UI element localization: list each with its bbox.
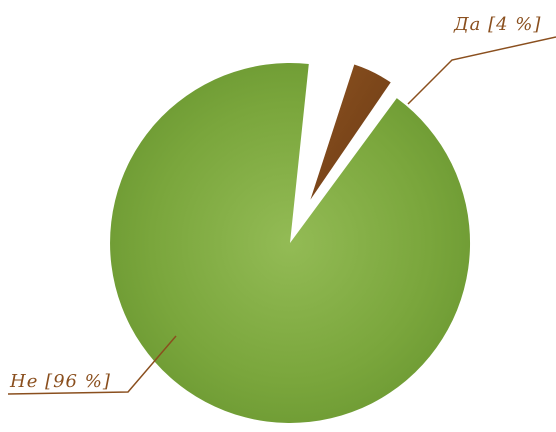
slice-label-ne: Не [96 %] bbox=[9, 371, 111, 392]
leader-line-ne bbox=[7, 335, 177, 395]
slice-label-da-group: Да [4 %] bbox=[407, 14, 556, 105]
slice-label-da: Да [4 %] bbox=[453, 14, 541, 35]
slice-label-ne-group: Не [96 %] bbox=[7, 335, 177, 395]
leader-line-da bbox=[407, 36, 556, 105]
pie-slice-da bbox=[310, 64, 391, 200]
pie-slice-ne bbox=[110, 63, 471, 424]
